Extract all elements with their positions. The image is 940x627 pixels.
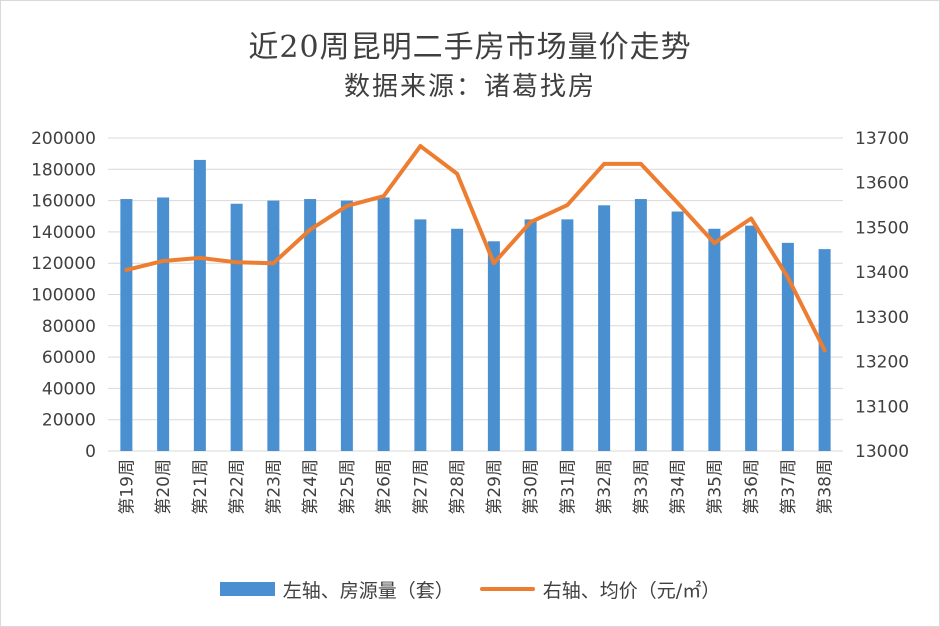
bar: [561, 219, 574, 451]
x-axis-tick-label: 第20周: [154, 459, 174, 515]
left-axis-tick-label: 80000: [42, 317, 96, 337]
left-axis-ticks: 0 20000 40000 60000 80000 100000 120000 140000 1…: [31, 129, 96, 462]
bar: [304, 199, 317, 451]
right-axis-tick-label: 13600: [855, 174, 909, 194]
bar: [230, 203, 243, 451]
right-axis-ticks: 13000 13100 13200 13300 13400 13500 13600 13700: [855, 129, 909, 462]
legend-swatch-line: [479, 587, 535, 591]
right-axis-tick-label: 13400: [855, 263, 909, 283]
x-axis-tick-label: 第22周: [228, 459, 248, 515]
bar: [120, 199, 133, 451]
right-axis-tick-label: 13200: [855, 353, 909, 373]
bar: [193, 159, 206, 451]
legend-item-line: 右轴、均价（元/㎡）: [479, 576, 721, 603]
right-axis-tick-label: 13300: [855, 308, 909, 328]
left-axis-tick-label: 0: [85, 442, 96, 462]
right-axis-tick-label: 13100: [855, 397, 909, 417]
bar: [267, 200, 280, 451]
right-axis-tick-label: 13500: [855, 218, 909, 238]
legend-label-bar: 左轴、房源量（套）: [282, 579, 454, 602]
price-line: [124, 144, 827, 353]
bar: [487, 241, 500, 451]
line-series: [124, 144, 827, 353]
left-axis-tick-label: 60000: [42, 348, 96, 368]
x-axis-tick-label: 第25周: [338, 459, 358, 515]
bar: [745, 225, 758, 451]
left-axis-tick-label: 40000: [42, 379, 96, 399]
x-axis-tick-label: 第19周: [117, 459, 137, 515]
chart-title: 近20周昆明二手房市场量价走势: [248, 30, 692, 65]
gridlines: [108, 137, 843, 452]
x-axis-tick-label: 第37周: [779, 459, 799, 515]
x-axis-tick-label: 第36周: [742, 459, 762, 515]
bar: [157, 197, 170, 451]
chart-subtitle: 数据来源：诸葛找房: [343, 72, 596, 102]
x-axis-tick-label: 第33周: [632, 459, 652, 515]
bar: [781, 242, 794, 451]
x-axis-tick-label: 第29周: [485, 459, 505, 515]
left-axis-tick-label: 200000: [31, 129, 96, 149]
left-axis-tick-label: 100000: [31, 286, 96, 306]
right-axis-tick-label: 13000: [855, 442, 909, 462]
left-axis-tick-label: 120000: [31, 254, 96, 274]
x-axis-tick-label: 第34周: [669, 459, 689, 515]
bar: [598, 205, 611, 451]
bar: [340, 200, 353, 451]
bar: [451, 228, 464, 451]
x-axis-tick-label: 第24周: [301, 459, 321, 515]
legend-label-line: 右轴、均价（元/㎡）: [542, 579, 721, 602]
bar: [634, 199, 647, 451]
left-axis-tick-label: 20000: [42, 411, 96, 431]
left-axis-tick-label: 140000: [31, 223, 96, 243]
x-axis-tick-label: 第28周: [448, 459, 468, 515]
left-axis-tick-label: 160000: [31, 192, 96, 212]
x-axis-tick-label: 第23周: [264, 459, 284, 515]
legend: 左轴、房源量（套） 右轴、均价（元/㎡）: [0, 574, 940, 604]
bar-series: [120, 159, 831, 451]
x-axis-tick-label: 第32周: [595, 459, 615, 515]
bar: [671, 211, 684, 451]
x-axis-tick-label: 第30周: [522, 459, 542, 515]
x-axis-tick-label: 第27周: [411, 459, 431, 515]
left-axis-tick-label: 180000: [31, 160, 96, 180]
x-axis-tick-label: 第31周: [558, 459, 578, 515]
right-axis-tick-label: 13700: [855, 129, 909, 149]
bar: [414, 219, 427, 451]
x-axis-tick-label: 第26周: [375, 459, 395, 515]
x-axis-tick-label: 第35周: [705, 459, 725, 515]
legend-item-bar: 左轴、房源量（套）: [219, 576, 454, 603]
bar: [708, 228, 721, 451]
bar: [524, 219, 537, 451]
x-axis-ticks: 第19周 第20周 第21周 第22周 第23周 第24周 第25周 第26周 第27周 第28周…: [117, 459, 835, 515]
legend-swatch-bar: [219, 582, 275, 596]
x-axis-tick-label: 第38周: [816, 459, 836, 515]
bar: [377, 197, 390, 451]
x-axis-tick-label: 第21周: [191, 459, 211, 515]
